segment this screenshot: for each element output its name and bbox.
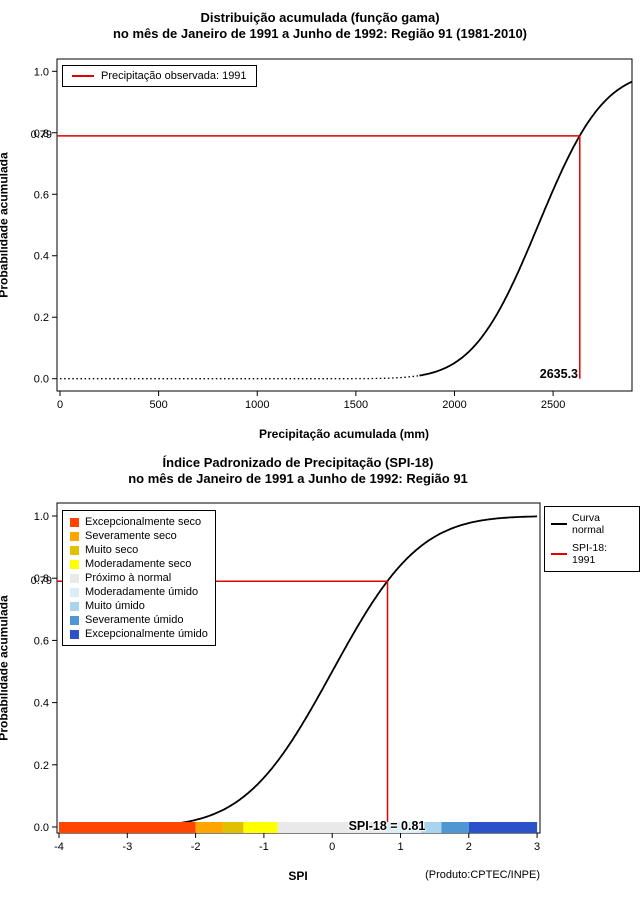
chart2-x-axis-label: SPI bbox=[288, 869, 308, 883]
chart1-prob-axis-value: 0.79 bbox=[30, 129, 52, 141]
x-tick-label: 2500 bbox=[541, 399, 565, 411]
category-label: Severamente úmido bbox=[85, 614, 184, 626]
category-label: Excepcionalmente seco bbox=[85, 516, 202, 528]
line-swatch-icon bbox=[551, 553, 567, 556]
y-tick-label: 0.6 bbox=[34, 189, 49, 201]
y-tick-label: 0.0 bbox=[34, 822, 49, 834]
chart2-series-legend: Curva normal SPI-18: 1991 bbox=[544, 506, 640, 573]
category-swatch-icon bbox=[70, 559, 79, 569]
category-swatch-icon bbox=[70, 545, 79, 555]
legend-item-muito-umido: Muito úmido bbox=[70, 600, 208, 612]
y-tick-label: 1.0 bbox=[34, 66, 49, 78]
spi-category-bar-segment bbox=[195, 822, 223, 833]
series-label: SPI-18: 1991 bbox=[572, 542, 608, 567]
series-label: Curva normal bbox=[572, 512, 605, 537]
x-tick-label: 2000 bbox=[442, 399, 466, 411]
legend-item-curva-normal: Curva normal bbox=[551, 512, 633, 536]
category-label: Próximo à normal bbox=[85, 572, 172, 584]
chart2-prob-axis-value: 0.79 bbox=[30, 575, 52, 587]
observed-precip-value: 2635.3 bbox=[539, 367, 578, 381]
legend-item-spi-18-1991: SPI-18: 1991 bbox=[551, 542, 633, 566]
category-swatch-icon bbox=[70, 573, 79, 583]
spi-category-bar-segment bbox=[277, 822, 387, 833]
x-tick-label: 0 bbox=[57, 399, 63, 411]
category-label: Muito seco bbox=[85, 544, 139, 556]
observed-line-label: Precipitação observada: 1991 bbox=[101, 70, 247, 82]
spi-categories-legend: Excepcionalmente seco Severamente seco Mui… bbox=[62, 510, 216, 646]
y-tick-label: 0.8 bbox=[34, 128, 49, 140]
x-tick-label: 1000 bbox=[245, 399, 269, 411]
spi-category-bar-segment bbox=[441, 822, 469, 833]
spi-category-bar-segment bbox=[222, 822, 244, 833]
spi-category-bar-segment bbox=[386, 822, 421, 833]
spi-value-label: SPI-18 = 0.81 bbox=[348, 819, 426, 833]
chart1-title-line1: Distribuição acumulada (função gama) bbox=[200, 10, 440, 25]
x-tick-label: 1 bbox=[397, 841, 403, 853]
category-swatch-icon bbox=[70, 531, 79, 541]
category-swatch-icon bbox=[70, 629, 79, 639]
category-swatch-icon bbox=[70, 517, 79, 527]
y-tick-label: 0.4 bbox=[34, 698, 49, 710]
legend-item-excepcionalmente-umido: Excepcionalmente úmido bbox=[70, 628, 208, 640]
chart1-legend: Precipitação observada: 1991 bbox=[62, 65, 257, 87]
category-swatch-icon bbox=[70, 587, 79, 597]
category-label: Severamente seco bbox=[85, 530, 177, 542]
category-label: Moderadamente úmido bbox=[85, 586, 199, 598]
spi-category-bar-segment bbox=[59, 822, 196, 833]
y-tick-label: 1.0 bbox=[34, 511, 49, 523]
chart2-title-line2: no mês de Janeiro de 1991 a Junho de 199… bbox=[128, 471, 468, 486]
category-label: Muito úmido bbox=[85, 600, 145, 612]
spi-category-bar-segment bbox=[243, 822, 278, 833]
line-swatch-icon bbox=[551, 523, 567, 526]
chart1-title-line2: no mês de Janeiro de 1991 a Junho de 199… bbox=[112, 26, 528, 41]
category-swatch-icon bbox=[70, 601, 79, 611]
chart1-x-axis-label: Precipitação acumulada (mm) bbox=[258, 427, 430, 441]
x-tick-label: -4 bbox=[54, 841, 64, 853]
x-tick-label: 2 bbox=[466, 841, 472, 853]
chart1-y-axis-label: Probabilidade acumulada bbox=[0, 152, 11, 298]
plot-box bbox=[56, 58, 633, 392]
y-tick-label: 0.2 bbox=[34, 760, 49, 772]
legend-item-severamente-seco: Severamente seco bbox=[70, 530, 208, 542]
x-tick-label: 3 bbox=[534, 841, 540, 853]
x-tick-label: -1 bbox=[259, 841, 269, 853]
category-label: Moderadamente seco bbox=[85, 558, 192, 570]
legend-item-muito-seco: Muito seco bbox=[70, 544, 208, 556]
legend-item-moderadamente-seco: Moderadamente seco bbox=[70, 558, 208, 570]
legend-item-moderadamente-umido: Moderadamente úmido bbox=[70, 586, 208, 598]
cdf-curve-flat bbox=[60, 374, 420, 380]
category-label: Excepcionalmente úmido bbox=[85, 628, 208, 640]
cdf-curve bbox=[419, 80, 633, 377]
legend-item-proximo-a-normal: Próximo à normal bbox=[70, 572, 208, 584]
x-tick-label: -3 bbox=[122, 841, 132, 853]
legend-item-excepcionalmente-seco: Excepcionalmente seco bbox=[70, 516, 208, 528]
y-tick-label: 0.0 bbox=[34, 374, 49, 386]
chart2-y-axis-label: Probabilidade acumulada bbox=[0, 595, 11, 741]
category-swatch-icon bbox=[70, 615, 79, 625]
y-tick-label: 0.6 bbox=[34, 635, 49, 647]
observed-line-swatch-icon bbox=[72, 75, 94, 77]
spi-category-bar-segment bbox=[420, 822, 442, 833]
product-credit: (Produto:CPTEC/INPE) bbox=[425, 869, 540, 881]
y-tick-label: 0.4 bbox=[34, 251, 49, 263]
y-tick-label: 0.2 bbox=[34, 312, 49, 324]
x-tick-label: 500 bbox=[149, 399, 167, 411]
x-tick-label: -2 bbox=[191, 841, 201, 853]
x-tick-label: 0 bbox=[329, 841, 335, 853]
x-tick-label: 1500 bbox=[344, 399, 368, 411]
legend-item-severamente-umido: Severamente úmido bbox=[70, 614, 208, 626]
spi-category-bar-segment bbox=[468, 822, 538, 833]
y-tick-label: 0.8 bbox=[34, 573, 49, 585]
chart2-title-line1: Índice Padronizado de Precipitação (SPI-… bbox=[162, 455, 434, 470]
